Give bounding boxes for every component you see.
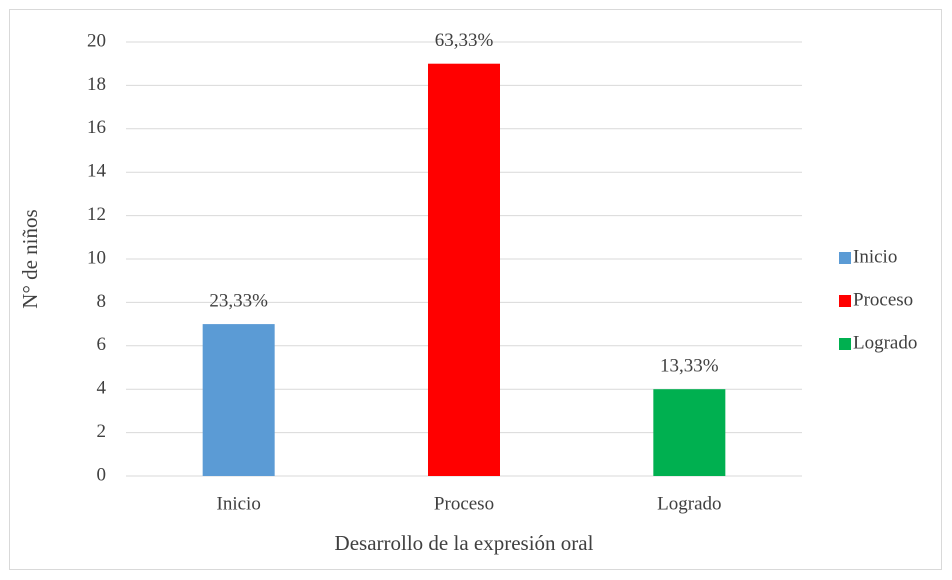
legend-swatch (839, 295, 851, 307)
x-tick-label: Proceso (434, 493, 494, 514)
y-tick-label: 6 (97, 334, 107, 355)
bar (653, 389, 726, 476)
y-tick-label: 14 (87, 161, 107, 182)
y-tick-label: 2 (97, 421, 107, 442)
legend-swatch (839, 252, 851, 264)
data-label: 13,33% (660, 356, 719, 377)
bar (202, 324, 275, 476)
y-tick-label: 20 (87, 30, 106, 51)
x-axis-title: Desarrollo de la expresión oral (335, 531, 594, 555)
x-tick-label: Logrado (657, 493, 721, 514)
legend-label: Proceso (853, 289, 913, 310)
y-tick-label: 8 (97, 291, 107, 312)
y-tick-label: 18 (87, 74, 106, 95)
y-tick-label: 12 (87, 204, 106, 225)
legend-label: Inicio (853, 246, 897, 267)
y-tick-label: 0 (97, 464, 107, 485)
legend-swatch (839, 338, 851, 350)
x-tick-label: Inicio (217, 493, 261, 514)
y-tick-label: 16 (87, 117, 106, 138)
data-label: 63,33% (435, 30, 494, 51)
y-tick-label: 4 (97, 378, 107, 399)
y-tick-label: 10 (87, 247, 106, 268)
data-label: 23,33% (209, 290, 268, 311)
y-axis-title: N° de niños (18, 209, 42, 308)
legend-label: Logrado (853, 332, 917, 353)
bar (428, 63, 500, 476)
